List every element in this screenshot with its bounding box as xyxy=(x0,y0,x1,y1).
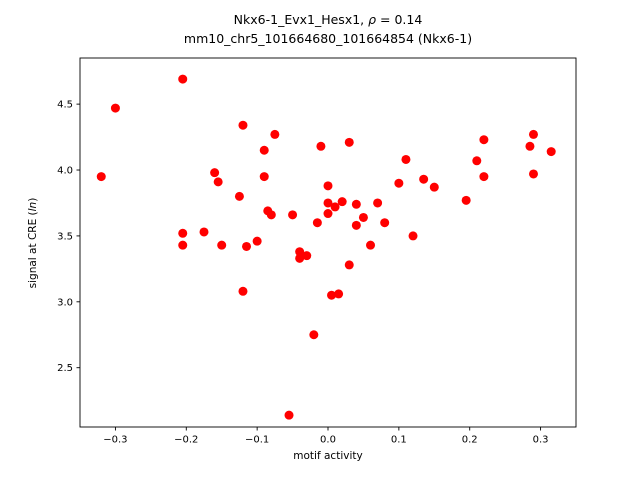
data-point xyxy=(323,209,333,219)
x-tick-label: 0.0 xyxy=(320,435,336,446)
data-point xyxy=(472,156,482,166)
axes-frame xyxy=(79,57,577,428)
x-tick-label: 0.1 xyxy=(391,435,407,446)
data-point xyxy=(312,218,322,228)
title-text: Nkx6-1_Evx1_Hesx1, xyxy=(233,12,369,27)
title-rho-value: = 0.14 xyxy=(376,12,423,27)
y-tick-label: 3.5 xyxy=(57,231,73,242)
data-point xyxy=(373,198,383,208)
data-point xyxy=(344,137,354,147)
data-point xyxy=(461,195,471,205)
data-point xyxy=(178,228,188,238)
data-point xyxy=(284,410,294,420)
y-axis-label-italic: ln xyxy=(27,201,39,212)
chart-title-line2: mm10_chr5_101664680_101664854 (Nkx6-1) xyxy=(183,31,473,46)
chart-title: Nkx6-1_Evx1_Hesx1, ρ = 0.14 mm10_chr5_10… xyxy=(80,10,576,48)
data-point xyxy=(288,210,298,220)
data-point xyxy=(259,172,269,182)
data-point xyxy=(366,240,376,250)
y-tick-label: 4.5 xyxy=(57,100,73,111)
data-point xyxy=(327,290,337,300)
data-point xyxy=(429,182,439,192)
x-axis-label: motif activity xyxy=(293,450,363,462)
y-tick-label: 2.5 xyxy=(57,363,73,374)
data-point xyxy=(408,231,418,241)
data-point xyxy=(528,129,538,139)
data-point xyxy=(401,154,411,164)
data-point xyxy=(295,247,305,257)
axis-ticks: −0.3 −0.2 −0.1 0.0 0.1 0.2 0.3 2.5 3.0 3.5 4.0 4.5 xyxy=(57,100,548,446)
x-tick-label: −0.3 xyxy=(103,435,127,446)
data-point xyxy=(270,129,280,139)
data-point xyxy=(242,241,252,251)
data-point xyxy=(323,181,333,191)
data-point xyxy=(110,103,120,113)
data-point xyxy=(266,210,276,220)
data-point xyxy=(217,240,227,250)
data-point xyxy=(238,120,248,130)
data-point xyxy=(316,141,326,151)
data-point xyxy=(199,227,209,237)
data-point xyxy=(330,202,340,212)
data-point xyxy=(528,169,538,179)
y-tick-label: 4.0 xyxy=(57,166,73,177)
data-point xyxy=(210,168,220,178)
data-point xyxy=(525,141,535,151)
data-point xyxy=(302,251,312,261)
data-point xyxy=(213,177,223,187)
data-point xyxy=(178,240,188,250)
data-point xyxy=(178,74,188,84)
data-point xyxy=(309,330,319,340)
y-axis-label-text: signal at CRE ( xyxy=(27,211,39,289)
data-point xyxy=(380,218,390,228)
data-point xyxy=(96,172,106,182)
x-tick-label: −0.2 xyxy=(174,435,198,446)
data-point xyxy=(234,191,244,201)
data-point xyxy=(323,198,333,208)
data-point xyxy=(394,178,404,188)
y-axis-label-close: ) xyxy=(27,197,39,202)
data-point xyxy=(259,145,269,155)
data-point xyxy=(334,289,344,299)
chart-title-line1: Nkx6-1_Evx1_Hesx1, ρ = 0.14 xyxy=(80,10,576,29)
data-point xyxy=(337,197,347,207)
data-point xyxy=(252,236,262,246)
data-point xyxy=(479,135,489,145)
y-tick-label: 3.0 xyxy=(57,297,73,308)
scatter-points xyxy=(96,74,556,420)
x-tick-label: 0.3 xyxy=(533,435,549,446)
data-point xyxy=(419,174,429,184)
data-point xyxy=(351,220,361,230)
data-point xyxy=(546,147,556,157)
data-point xyxy=(479,172,489,182)
y-axis-label: signal at CRE (ln) xyxy=(27,0,39,480)
x-tick-label: 0.2 xyxy=(462,435,478,446)
data-point xyxy=(238,286,248,296)
data-point xyxy=(344,260,354,270)
rho-symbol: ρ xyxy=(368,12,377,27)
data-point xyxy=(351,199,361,209)
data-point xyxy=(295,253,305,263)
x-tick-label: −0.1 xyxy=(245,435,269,446)
data-point xyxy=(358,212,368,222)
